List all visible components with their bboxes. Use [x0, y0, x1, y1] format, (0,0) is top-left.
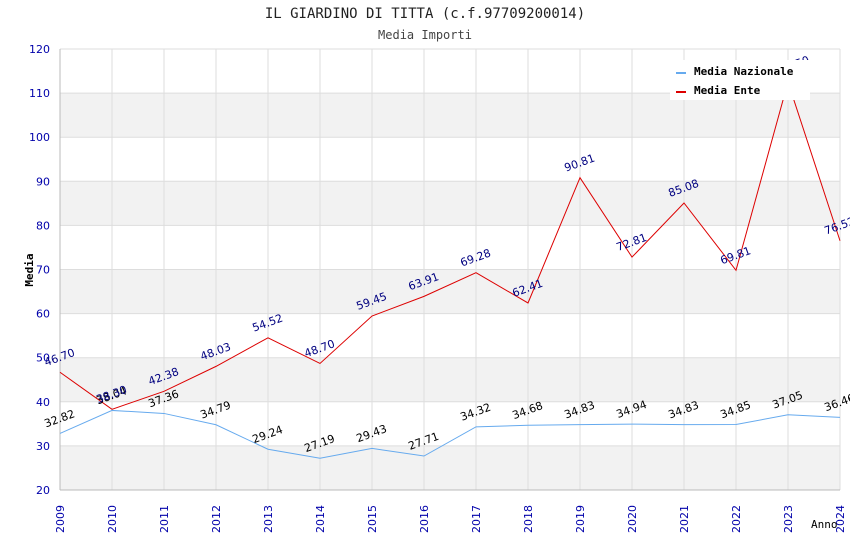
plot-band — [60, 269, 840, 314]
y-tick-label: 120 — [29, 43, 50, 56]
plot-band — [60, 445, 840, 490]
x-tick-label: 2014 — [314, 505, 327, 533]
x-tick-labels: 2009 2010 2011 2012 2013 2014 2015 2016 2017 2018… — [54, 505, 847, 533]
y-tick-label: 110 — [29, 87, 50, 100]
x-tick-label: 2020 — [626, 505, 639, 533]
series-line-media-ente — [59, 80, 841, 410]
legend-label-media-nazionale: Media Nazionale — [694, 65, 794, 78]
series-lines — [59, 80, 841, 459]
y-tick-label: 80 — [36, 219, 50, 232]
y-tick-label: 30 — [36, 440, 50, 453]
series-line-media-nazionale — [59, 409, 841, 459]
y-tick-label: 20 — [36, 484, 50, 497]
plot-band — [60, 357, 840, 402]
chart-subtitle: Media Importi — [378, 28, 472, 42]
y-tick-label: 40 — [36, 396, 50, 409]
y-tick-label: 50 — [36, 352, 50, 365]
plot-band — [60, 181, 840, 226]
y-tick-label: 70 — [36, 264, 50, 277]
chart-title: IL GIARDINO DI TITTA (c.f.97709200014) — [265, 6, 585, 22]
x-tick-label: 2015 — [366, 505, 379, 533]
x-tick-label: 2021 — [678, 505, 691, 533]
x-tick-label: 2011 — [158, 505, 171, 533]
x-tick-label: 2019 — [574, 505, 587, 533]
x-tick-label: 2017 — [470, 505, 483, 533]
x-tick-label: 2013 — [262, 505, 275, 533]
y-tick-label: 90 — [36, 175, 50, 188]
x-tick-label: 2010 — [106, 505, 119, 533]
y-axis-label: Media — [23, 253, 36, 286]
x-tick-label: 2024 — [834, 505, 847, 533]
x-tick-label: 2018 — [522, 505, 535, 533]
x-tick-label: 2016 — [418, 505, 431, 533]
x-tick-label: 2022 — [730, 505, 743, 533]
y-tick-label: 60 — [36, 308, 50, 321]
plot-band — [60, 93, 840, 138]
x-tick-label: 2009 — [54, 505, 67, 533]
legend-box — [670, 60, 810, 100]
background-bands — [60, 93, 840, 490]
x-axis-label: Anno — [811, 518, 838, 531]
axes — [59, 49, 840, 491]
y-tick-label: 100 — [29, 131, 50, 144]
x-tick-label: 2023 — [782, 505, 795, 533]
legend-label-media-ente: Media Ente — [694, 84, 761, 97]
y-tick-labels: 20 30 40 50 60 70 80 90 100 110 120 — [29, 43, 50, 497]
legend: Media Nazionale Media Ente — [670, 60, 810, 100]
x-tick-label: 2012 — [210, 505, 223, 533]
